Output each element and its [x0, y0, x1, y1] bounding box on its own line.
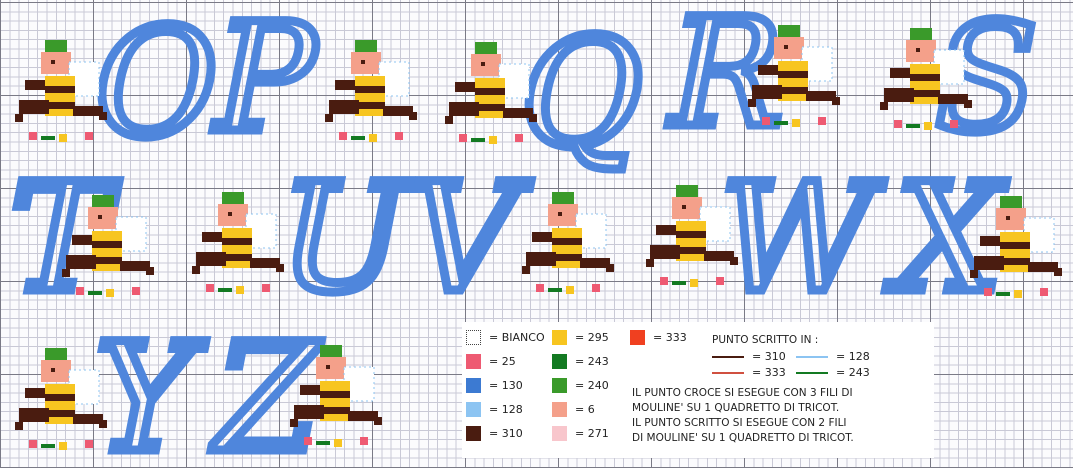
swatch-color [552, 402, 567, 417]
swatch-color [552, 354, 567, 369]
swatch-color [630, 330, 645, 345]
letter-u: U [280, 152, 411, 326]
swatch-color [552, 426, 567, 441]
swatch-color [466, 402, 481, 417]
punto-scritto-title: PUNTO SCRITTO IN : [712, 334, 819, 346]
instructions: IL PUNTO CROCE SI ESEGUE CON 3 FILI DI M… [632, 386, 854, 446]
legend-thread: = 128 [796, 350, 870, 363]
color-legend: = BIANCO = 25 = 130 = 128 = 310 = 295 = … [462, 322, 934, 458]
bee-figure [324, 39, 418, 143]
letter-o: O [95, 0, 218, 171]
letter-q: Q [520, 7, 643, 181]
swatch-label: = 128 [489, 403, 523, 416]
letter-p: P [212, 0, 319, 166]
legend-swatch: = 310 [466, 426, 523, 441]
swatch-label: = 271 [575, 427, 609, 440]
letter-y: Y [95, 312, 206, 468]
swatch-color [552, 330, 567, 345]
letter-r: R [667, 0, 783, 161]
legend-swatch: = 333 [630, 330, 687, 345]
bee-figure [14, 347, 108, 451]
swatch-label: = 130 [489, 379, 523, 392]
legend-swatch: = 271 [552, 426, 609, 441]
thread-label: = 128 [836, 350, 870, 363]
legend-swatch: = 130 [466, 378, 523, 393]
swatch-label: = 243 [575, 355, 609, 368]
thread-label: = 333 [752, 366, 786, 379]
thread-line [712, 371, 744, 374]
legend-swatch: = 295 [552, 330, 609, 345]
swatch-color [466, 426, 481, 441]
legend-thread: = 333 [712, 366, 786, 379]
thread-label: = 310 [752, 350, 786, 363]
instruction-line: IL PUNTO CROCE SI ESEGUE CON 3 FILI DI [632, 387, 853, 399]
thread-line [796, 371, 828, 374]
swatch-color [466, 330, 481, 345]
letter-w: W [720, 152, 885, 326]
instruction-line: IL PUNTO SCRITTO SI ESEGUE CON 2 FILI [632, 417, 847, 429]
swatch-label: = 240 [575, 379, 609, 392]
thread-line [712, 355, 744, 358]
letter-s: S [935, 0, 1038, 166]
legend-thread: = 243 [796, 366, 870, 379]
thread-label: = 243 [836, 366, 870, 379]
legend-swatch: = 240 [552, 378, 609, 393]
swatch-color [466, 354, 481, 369]
swatch-label: = 310 [489, 427, 523, 440]
swatch-label: = 6 [575, 403, 595, 416]
legend-swatch: = 243 [552, 354, 609, 369]
legend-thread: = 310 [712, 350, 786, 363]
instruction-line: DI MOULINE' SU 1 QUADRETTO DI TRICOT. [632, 432, 854, 444]
thread-line [796, 355, 828, 358]
swatch-label: = 295 [575, 331, 609, 344]
legend-swatch: = 6 [552, 402, 595, 417]
swatch-label: = 25 [489, 355, 516, 368]
legend-swatch: = 128 [466, 402, 523, 417]
swatch-color [466, 378, 481, 393]
bee-figure [191, 191, 285, 295]
legend-swatch: = 25 [466, 354, 516, 369]
letter-v: V [410, 152, 532, 326]
swatch-color [552, 378, 567, 393]
swatch-label: = BIANCO [489, 331, 545, 344]
instruction-line: MOULINE' SU 1 QUADRETTO DI TRICOT. [632, 402, 840, 414]
legend-swatch: = BIANCO [466, 330, 545, 345]
swatch-label: = 333 [653, 331, 687, 344]
bee-figure [14, 39, 108, 143]
bee-figure [521, 191, 615, 295]
